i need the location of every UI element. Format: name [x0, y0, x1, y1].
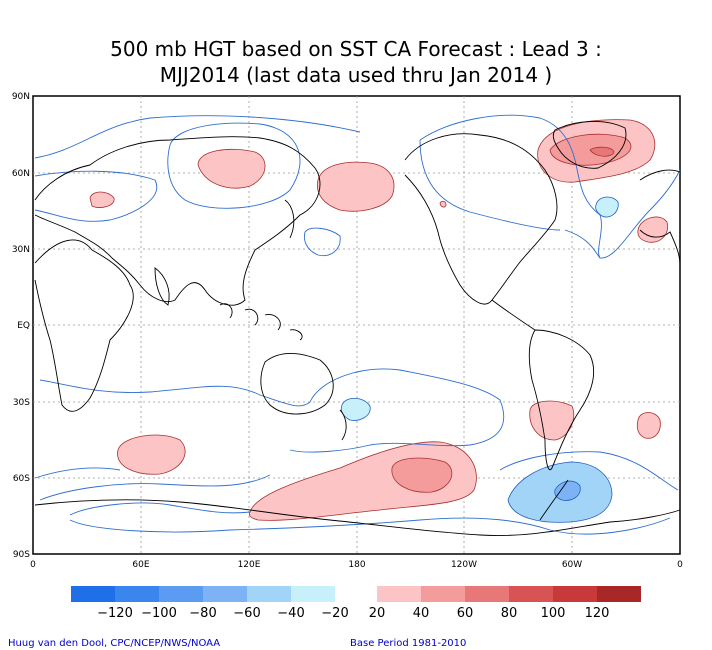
lat-label: 90N	[12, 92, 30, 102]
colorbar-label: −60	[233, 606, 260, 621]
europe-outline	[639, 169, 681, 266]
anomaly-s-atlantic-west	[529, 400, 575, 441]
lon-label: 60W	[562, 560, 582, 570]
colorbar-positive	[377, 586, 641, 602]
greenland-outline	[552, 120, 627, 169]
japan-outline	[284, 199, 295, 239]
new-zealand-outline	[339, 409, 347, 441]
anomaly-w-atlantic	[595, 196, 619, 218]
india-outline	[154, 267, 170, 306]
colorbar-label: 80	[501, 606, 518, 621]
colorbar-label: 40	[413, 606, 430, 621]
anomaly-s-atlantic-east	[636, 412, 661, 439]
lat-label: 60S	[13, 474, 30, 484]
anomaly-n-atlantic	[637, 216, 668, 243]
map-title: 500 mb HGT based on SST CA Forecast : Le…	[0, 36, 712, 88]
colorbar-swatch	[247, 586, 291, 602]
positive-anomalies	[89, 119, 668, 521]
colorbar-label: −20	[321, 606, 348, 621]
colorbar-label: 20	[369, 606, 386, 621]
colorbar-label: 100	[541, 606, 566, 621]
colorbar-negative	[71, 586, 335, 602]
africa-outline	[34, 239, 134, 412]
title-line-2: MJJ2014 (last data used thru Jan 2014 )	[159, 63, 553, 87]
title-line-1: 500 mb HGT based on SST CA Forecast : Le…	[110, 37, 602, 61]
colorbar-swatch	[421, 586, 465, 602]
colorbar-label: −100	[141, 606, 177, 621]
antarctica-outline	[34, 499, 681, 536]
lon-label: 60E	[132, 560, 149, 570]
central-america-outline	[491, 299, 536, 331]
colorbar-swatch	[553, 586, 597, 602]
colorbar-swatch	[597, 586, 641, 602]
lat-label: 30S	[13, 398, 30, 408]
lat-label: 60N	[12, 169, 30, 179]
anomaly-s-pacific-core	[391, 457, 453, 493]
australia-outline	[260, 353, 334, 415]
colorbar-swatch	[115, 586, 159, 602]
lon-label: 180	[348, 560, 365, 570]
eurasia-outline	[34, 136, 321, 306]
colorbar-swatch	[203, 586, 247, 602]
colorbar-swatch	[465, 586, 509, 602]
lon-label: 120W	[451, 560, 477, 570]
colorbar-swatch	[71, 586, 115, 602]
colorbar-label: −80	[189, 606, 216, 621]
latitude-labels: 90N 60N 30N EQ 30S 60S 90S	[12, 92, 30, 560]
lon-label: 120E	[238, 560, 261, 570]
longitude-labels: 0 60E 120E 180 120W 60W 0	[30, 560, 683, 570]
anomaly-small-pacific	[439, 200, 447, 208]
antarctic-peninsula	[539, 479, 569, 521]
lat-label: 30N	[12, 245, 30, 255]
north-america-outline	[404, 133, 558, 305]
credit-base-period: Base Period 1981-2010	[350, 638, 467, 649]
colorbar-label: 60	[457, 606, 474, 621]
colorbar-swatch	[291, 586, 335, 602]
anomaly-n-siberia	[197, 148, 266, 189]
south-america-outline	[528, 329, 594, 471]
lon-label: 0	[677, 560, 683, 570]
contour-lines	[34, 114, 681, 535]
colorbar-swatch	[159, 586, 203, 602]
lon-label: 0	[30, 560, 36, 570]
colorbar-swatch	[509, 586, 553, 602]
credit-author: Huug van den Dool, CPC/NCEP/NWS/NOAA	[8, 638, 221, 649]
anomaly-greenland-peak	[589, 146, 615, 157]
coastlines	[34, 120, 681, 536]
colorbar-label: 120	[585, 606, 610, 621]
maritime-se-asia	[219, 303, 303, 341]
anomaly-ne-pacific	[316, 161, 395, 212]
colorbar-label: −120	[97, 606, 133, 621]
lat-label: 90S	[13, 550, 30, 560]
colorbar-labels: −120 −100 −80 −60 −40 −20 20 40 60 80 10…	[97, 606, 609, 621]
colorbar-label: −40	[277, 606, 304, 621]
anomaly-europe	[89, 191, 115, 208]
colorbar-swatch	[377, 586, 421, 602]
lat-label: EQ	[17, 321, 30, 331]
anomaly-s-indian	[117, 434, 186, 475]
